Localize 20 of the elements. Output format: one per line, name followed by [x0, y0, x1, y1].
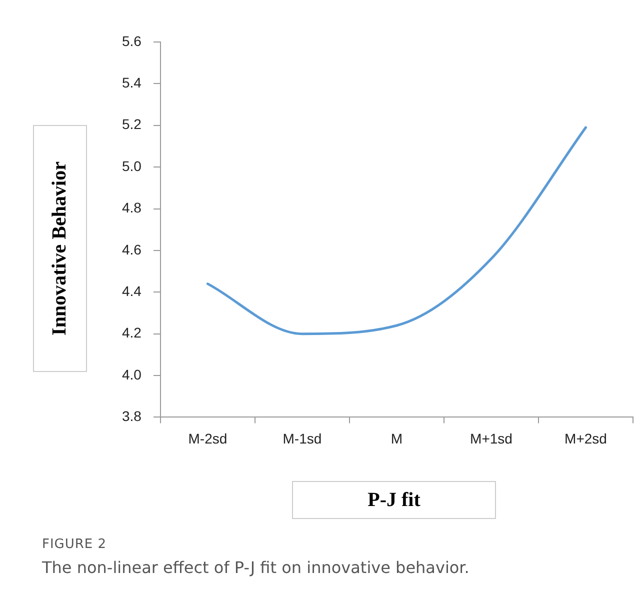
- y-tick-label: 4.2: [122, 324, 142, 341]
- y-tick-label: 5.4: [122, 74, 142, 91]
- y-tick-label: 4.4: [122, 282, 142, 299]
- y-axis-title: Innovative Behavior: [48, 162, 72, 336]
- y-tick-label: 5.2: [122, 116, 142, 132]
- x-tick-label: M+1sd: [470, 430, 512, 446]
- y-tick-label: 5.0: [122, 158, 142, 174]
- caption: FIGURE 2: [42, 537, 108, 552]
- x-axis-title: P-J fit: [368, 488, 420, 512]
- x-tick-label: M-2sd: [188, 430, 228, 446]
- y-tick-label: 3.8: [122, 408, 142, 424]
- y-tick-label: 5.6: [122, 32, 142, 49]
- y-tick-label: 4.8: [122, 200, 142, 216]
- x-tick-label: M-1sd: [282, 430, 322, 446]
- x-tick-label: M+2sd: [564, 430, 607, 446]
- line-series: [206, 126, 587, 336]
- text: The non-linear effect of P-J fit on innovative behavior.: [42, 558, 470, 577]
- y-tick-label: 4.0: [122, 366, 142, 382]
- y-tick-label: 4.6: [122, 241, 142, 258]
- x-tick-label: M: [390, 430, 403, 446]
